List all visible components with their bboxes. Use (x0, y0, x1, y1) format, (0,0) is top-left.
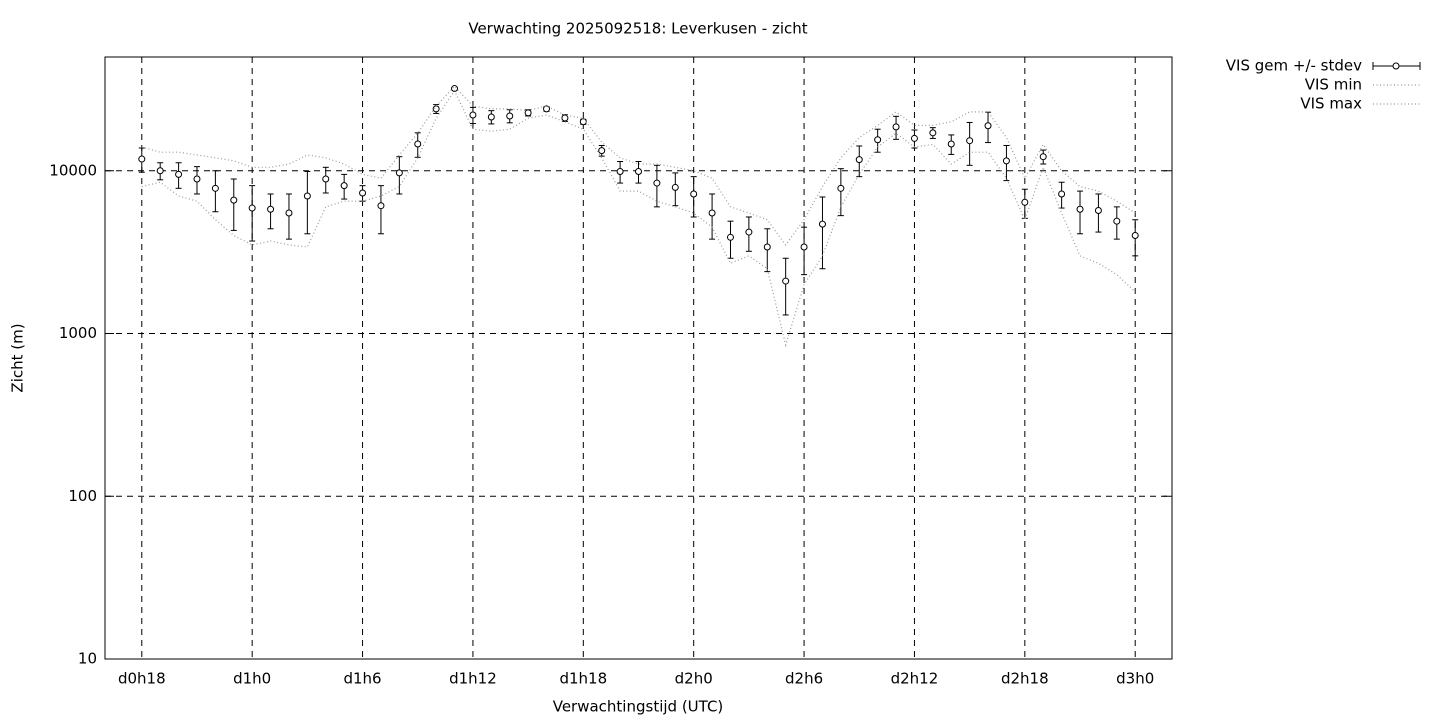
legend-label: VIS max (1300, 95, 1362, 113)
y-axis-label: Zicht (m) (9, 323, 27, 392)
data-point (653, 179, 661, 187)
data-point (616, 167, 624, 175)
legend-label: VIS min (1305, 76, 1362, 94)
y-tick-label: 1000 (59, 324, 97, 342)
x-tick-label: d0h18 (118, 670, 166, 688)
data-point (966, 137, 974, 145)
plot-frame (104, 56, 1173, 660)
data-point (248, 204, 256, 212)
data-point (432, 105, 440, 113)
x-tick-label: d1h6 (343, 670, 381, 688)
y-tick-label: 10000 (49, 161, 97, 179)
data-point (322, 175, 330, 183)
x-tick-label: d3h0 (1116, 670, 1154, 688)
data-point (1131, 232, 1139, 240)
data-point (1113, 217, 1121, 225)
data-point (1002, 157, 1010, 165)
data-point (874, 136, 882, 144)
data-point (377, 202, 385, 210)
data-point (561, 114, 569, 122)
data-point (635, 167, 642, 175)
data-point (763, 243, 771, 251)
legend-label: VIS gem +/- stdev (1226, 57, 1362, 75)
x-tick-label: d2h18 (1001, 670, 1049, 688)
y-tick-label: 100 (68, 487, 97, 505)
data-point (690, 190, 698, 198)
data-point (359, 189, 367, 197)
data-point (910, 134, 918, 142)
data-point (598, 147, 606, 155)
data-point (1039, 153, 1047, 161)
x-tick-label: d1h12 (449, 670, 497, 688)
data-point (947, 140, 955, 148)
data-point (211, 184, 219, 192)
data-point (745, 228, 753, 236)
data-point (469, 111, 477, 119)
data-point (1058, 190, 1066, 198)
data-point (984, 122, 992, 130)
data-point (800, 243, 808, 251)
data-point (1076, 205, 1084, 213)
data-point (267, 205, 275, 213)
x-tick-label: d2h12 (891, 670, 939, 688)
data-point (230, 196, 238, 204)
data-point (451, 85, 459, 93)
data-point (782, 277, 790, 285)
legend-swatch (1392, 62, 1400, 70)
data-point (414, 140, 422, 148)
data-point (929, 129, 937, 137)
data-point (579, 118, 587, 126)
x-tick-label: d2h6 (785, 670, 823, 688)
data-point (285, 209, 293, 217)
chart-title: Verwachting 2025092518: Leverkusen - zic… (468, 20, 807, 38)
data-point (892, 123, 900, 131)
data-point (708, 209, 716, 217)
data-point (855, 156, 863, 164)
x-tick-label: d1h0 (233, 670, 271, 688)
data-point (487, 113, 495, 121)
data-point (340, 182, 348, 190)
data-point (303, 192, 311, 200)
x-tick-label: d2h0 (675, 670, 713, 688)
data-point (193, 175, 201, 183)
y-tick-label: 10 (78, 650, 97, 668)
data-point (671, 183, 679, 191)
data-point (506, 112, 514, 120)
data-point (837, 184, 845, 192)
data-point (395, 169, 403, 177)
data-point (1094, 206, 1102, 214)
data-point (818, 220, 826, 228)
x-tick-label: d1h18 (559, 670, 607, 688)
data-point (175, 170, 183, 178)
data-point (726, 233, 734, 241)
data-point (156, 167, 164, 175)
x-axis-label: Verwachtingstijd (UTC) (553, 698, 724, 716)
data-point (1021, 198, 1029, 206)
data-point (138, 155, 146, 163)
